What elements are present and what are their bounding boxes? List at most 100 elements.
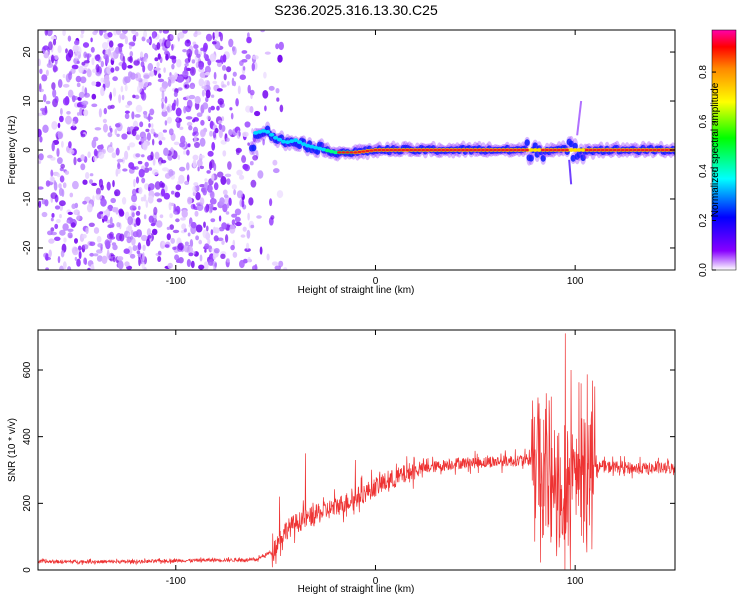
spectrogram-noise-blob [122, 76, 128, 86]
spectrogram-noise-blob [161, 137, 166, 141]
spectrogram-noise-blob [81, 85, 85, 94]
spectrogram-noise-blob [147, 195, 154, 204]
spectrogram-noise-blob [134, 114, 141, 118]
spectrogram-noise-blob [173, 91, 178, 98]
spectrogram-noise-blob [204, 249, 207, 253]
spectrogram-ridge-core [285, 140, 291, 145]
spectrogram-noise-blob [78, 245, 82, 251]
spectrogram-noise-blob [180, 135, 186, 145]
spectrogram-noise-blob [179, 166, 186, 172]
spectrogram-ridge-peak [421, 148, 426, 152]
spectrogram-noise-blob [74, 50, 79, 60]
spectrogram-noise-blob [149, 70, 155, 77]
spectrogram-noise-blob [224, 194, 229, 198]
spectrogram-noise-blob [132, 94, 136, 99]
spectrogram-noise-blob [161, 101, 164, 109]
spectrogram-noise-blob [154, 192, 161, 197]
spectrogram-noise-blob [194, 96, 201, 104]
spectrogram-noise-blob [62, 97, 70, 106]
spectrogram-noise-blob [71, 64, 79, 70]
spectrogram-noise-blob [95, 81, 101, 87]
spectrogram-y-tick-label: -20 [22, 240, 33, 255]
spectrogram-noise-blob [209, 198, 217, 205]
spectrogram-noise-blob [71, 95, 76, 103]
spectrogram-noise-blob [50, 227, 55, 232]
spectrogram-noise-blob [228, 197, 232, 206]
spectrogram-noise-blob [233, 189, 237, 196]
spectrogram-noise-blob [51, 213, 55, 218]
snr-x-axis-label: Height of straight line (km) [298, 584, 415, 595]
spectrogram-noise-blob [225, 234, 229, 243]
spectrogram-noise-blob [221, 222, 228, 230]
spectrogram-noise-blob [59, 214, 62, 219]
spectrogram-noise-blob [86, 53, 90, 62]
spectrogram-noise-blob [67, 228, 74, 232]
spectrogram-noise-blob [184, 63, 189, 67]
spectrogram-noise-blob [142, 65, 146, 73]
spectrogram-ridge-peak [616, 148, 622, 152]
spectrogram-noise-blob [153, 206, 158, 216]
spectrogram-noise-blob [103, 123, 108, 133]
spectrogram-noise-blob [250, 179, 257, 188]
spectrogram-ridge-core [324, 148, 331, 153]
spectrogram-noise-blob [131, 194, 138, 203]
spectrogram-noise-blob [110, 51, 117, 61]
spectrogram-ridge-peak [409, 148, 414, 152]
spectrogram-ridge-peak [552, 148, 558, 152]
spectrogram-noise-blob [146, 132, 151, 141]
colorbar-tick-label: 0.4 [698, 164, 709, 178]
spectrogram-noise-blob [194, 210, 199, 217]
spectrogram-noise-blob [225, 211, 230, 215]
spectrogram-noise-blob [226, 203, 230, 209]
spectrogram-noise-blob [216, 61, 222, 68]
spectrogram-noise-blob [114, 66, 120, 72]
spectrogram-noise-blob [176, 120, 181, 129]
spectrogram-noise-blob [169, 74, 175, 82]
spectrogram-noise-blob [57, 157, 63, 165]
spectrogram-noise-blob [72, 44, 79, 53]
spectrogram-noise-blob [170, 237, 175, 244]
spectrogram-noise-blob [221, 84, 227, 88]
spectrogram-noise-blob [89, 252, 95, 257]
spectrogram-ridge-core [568, 148, 574, 152]
spectrogram-noise-blob [68, 141, 72, 149]
spectrogram-noise-blob [186, 174, 190, 183]
spectrogram-noise-blob [176, 58, 182, 68]
colorbar [711, 29, 737, 271]
spectrogram-noise-blob [182, 70, 189, 78]
spectrogram-noise-blob [207, 238, 211, 245]
spectrogram-noise-blob [103, 107, 108, 115]
spectrogram-noise-blob [168, 169, 174, 177]
spectrogram-ridge-peak [636, 148, 642, 152]
spectrogram-noise-blob [154, 57, 159, 62]
spectrogram-noise-blob [278, 41, 285, 51]
spectrogram-noise-blob [192, 119, 196, 123]
spectrogram-noise-blob [135, 153, 141, 158]
spectrogram-noise-blob [190, 260, 195, 269]
spectrogram-noise-blob [38, 58, 41, 67]
spectrogram-noise-blob [203, 53, 207, 59]
spectrogram-ridge-peak [624, 148, 630, 152]
spectrogram-noise-blob [167, 262, 173, 269]
spectrogram-noise-blob [205, 89, 211, 99]
spectrogram-noise-blob [47, 154, 53, 159]
spectrogram-noise-blob [153, 133, 159, 138]
spectrogram-ridge-peak [588, 148, 594, 152]
spectrogram-noise-blob [117, 163, 121, 170]
spectrogram-noise-blob [198, 264, 205, 270]
spectrogram-noise-blob [278, 260, 284, 268]
spectrogram-ridge-peak [548, 148, 554, 152]
spectrogram-noise-blob [38, 186, 44, 190]
spectrogram-noise-blob [98, 151, 105, 159]
spectrogram-noise-blob [218, 215, 222, 222]
spectrogram-noise-blob [211, 141, 216, 151]
spectrogram-noise-blob [54, 205, 61, 210]
spectrogram-noise-blob [251, 62, 255, 72]
spectrogram-noise-blob [65, 115, 72, 125]
spectrogram-noise-blob [225, 137, 230, 142]
spectrogram-noise-blob [95, 54, 101, 62]
spectrogram-noise-blob [177, 87, 183, 91]
spectrogram-noise-blob [62, 261, 67, 270]
spectrogram-noise-blob [117, 43, 124, 48]
spectrogram-noise-blob [112, 76, 118, 82]
